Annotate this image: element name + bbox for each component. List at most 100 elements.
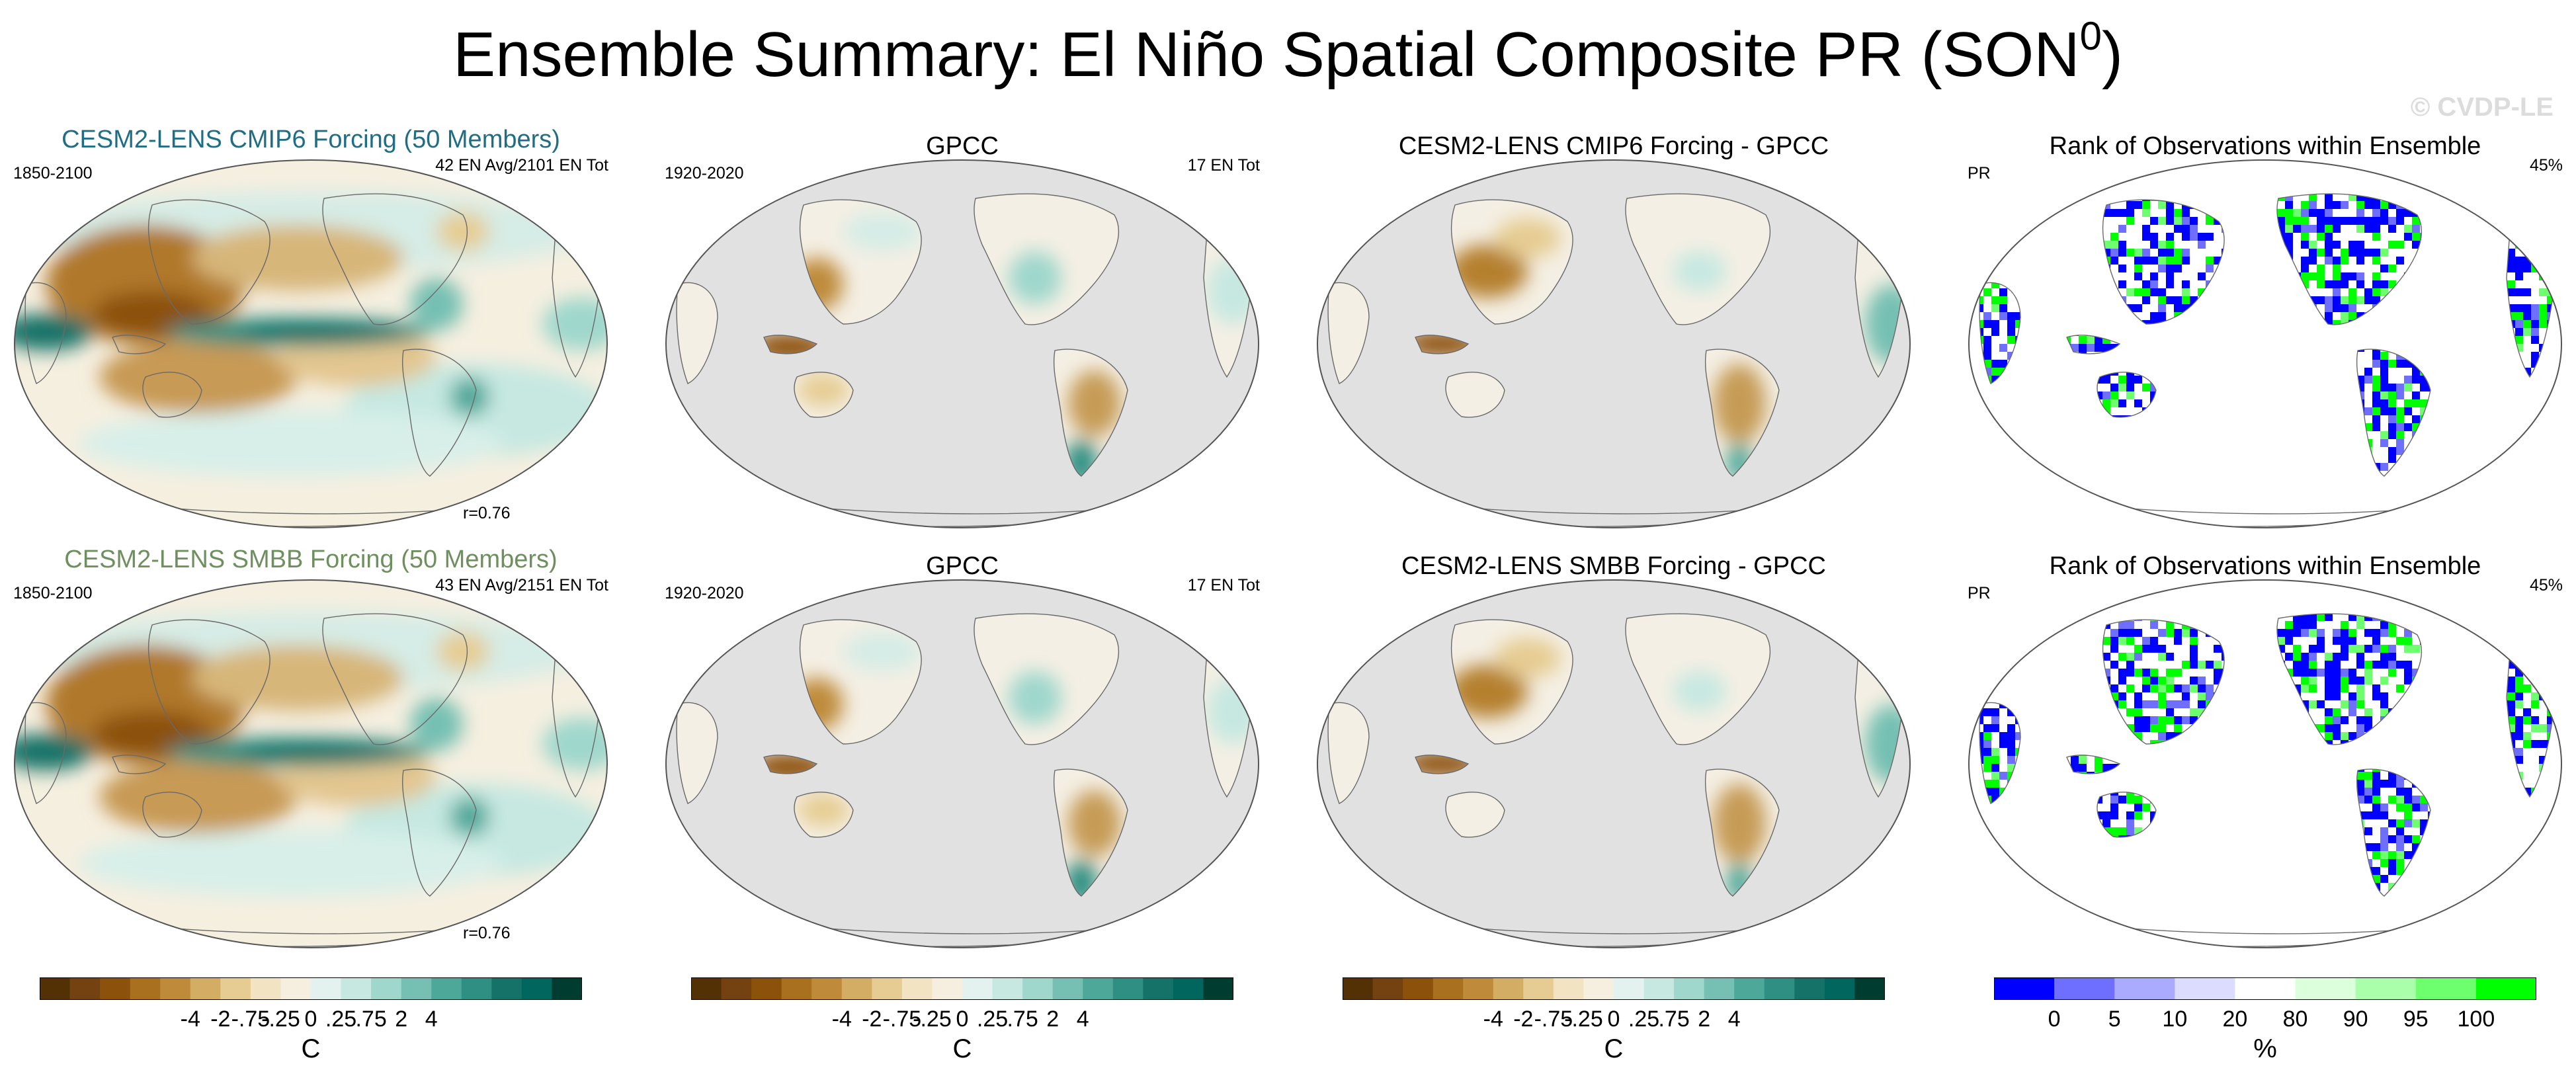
coastline-africa: [676, 282, 718, 384]
colorbar-tick-label: 80: [2282, 1007, 2308, 1032]
coastline-samerica: [1053, 768, 1128, 897]
colorbar-tick-label: -4: [831, 1007, 852, 1032]
colorbar-tick-label: .75: [355, 1007, 387, 1032]
coastline-africa: [1327, 282, 1370, 384]
colorbar-tick-label: -.25: [1564, 1007, 1603, 1032]
colorbar-unit: C: [952, 1034, 972, 1063]
coastline-australia: [794, 372, 854, 418]
colorbar-swatch: [552, 977, 582, 1000]
map-rank-row1: [1968, 159, 2562, 528]
colorbar-swatch: [280, 977, 312, 1000]
map-border: [665, 159, 1259, 528]
colorbar-swatch: [311, 977, 342, 1000]
coastline-namerica: [322, 613, 468, 745]
colorbar-swatch: [1433, 977, 1464, 1000]
colorbar-tick-label: 2: [1698, 1007, 1711, 1032]
colorbar-tick-label: .25: [1628, 1007, 1660, 1032]
colorbar-tick-label: 100: [2457, 1007, 2495, 1032]
watermark: © CVDP-LE: [2410, 93, 2554, 122]
panel-title: CESM2-LENS SMBB Forcing (50 Members): [64, 546, 558, 573]
colorbar-swatch: [521, 977, 552, 1000]
colorbar-tick-label: -.75: [1534, 1007, 1573, 1032]
coastline-samerica: [1053, 349, 1128, 477]
colorbar-swatch: [371, 977, 402, 1000]
colorbar-swatch: [901, 977, 933, 1000]
colorbar-swatch: [1173, 977, 1204, 1000]
coastline-namerica: [1625, 613, 1771, 745]
colorbar-swatch: [1824, 977, 1855, 1000]
colorbar-swatch: [2175, 977, 2235, 1000]
coastline-australia: [2097, 792, 2157, 838]
coastline-samerica: [1704, 768, 1780, 897]
panel-title: CESM2-LENS SMBB Forcing - GPCC: [1401, 552, 1826, 580]
colorbar-swatch: [160, 977, 191, 1000]
panel-count-label: 17 EN Tot: [1187, 576, 1260, 595]
colorbar-swatch: [721, 977, 752, 1000]
coastline-maritime: [763, 755, 818, 774]
map-border: [1968, 579, 2562, 948]
colorbar-swatch: [100, 977, 131, 1000]
coastline-australia: [142, 792, 202, 838]
colorbar-swatch: [781, 977, 812, 1000]
colorbar-swatch: [962, 977, 993, 1000]
panel-count-label: 42 EN Avg/2101 EN Tot: [435, 156, 608, 175]
colorbar-tick-label: 20: [2222, 1007, 2248, 1032]
colorbar-unit: C: [1604, 1034, 1624, 1063]
panel-count-label: 45%: [2529, 576, 2563, 595]
coastline-australia: [142, 372, 202, 418]
coastline-samerica: [2356, 349, 2431, 477]
panel-period-label: 1920-2020: [665, 584, 744, 602]
coastline-asia: [2102, 199, 2225, 325]
colorbar-tick-label: 2: [395, 1007, 408, 1032]
colorbar-swatch: [1083, 977, 1114, 1000]
colorbar-tick-label: -2: [210, 1007, 231, 1032]
colorbar-swatch: [1493, 977, 1524, 1000]
colorbar-tick-label: -2: [862, 1007, 882, 1032]
coastline-samerica: [401, 349, 477, 477]
colorbar-swatch: [461, 977, 492, 1000]
colorbar-tick-label: .75: [1007, 1007, 1038, 1032]
colorbar-tick-label: 10: [2162, 1007, 2188, 1032]
colorbar-tick-label: 0: [956, 1007, 969, 1032]
map-model-row1: [14, 159, 608, 528]
colorbar-swatch: [220, 977, 251, 1000]
coastline-samerica: [2356, 768, 2431, 897]
map-border: [14, 579, 608, 948]
colorbar-swatch: [1674, 977, 1705, 1000]
coastline-africa: [24, 282, 67, 384]
colorbar-unit: %: [2253, 1034, 2277, 1063]
panel-period-label: PR: [1968, 584, 1991, 602]
colorbar-swatch: [2355, 977, 2417, 1000]
colorbar-tick-label: 5: [2108, 1007, 2121, 1032]
colorbar-swatch: [2054, 977, 2115, 1000]
map-model-row2: [14, 579, 608, 948]
colorbar-tick-label: 4: [1076, 1007, 1089, 1032]
coastline-namerica: [2276, 193, 2423, 325]
colorbar-swatch: [872, 977, 903, 1000]
colorbar-2: [691, 977, 1233, 1000]
panel-title: CESM2-LENS CMIP6 Forcing - GPCC: [1398, 132, 1829, 160]
colorbar-swatch: [751, 977, 782, 1000]
colorbar-swatch: [811, 977, 843, 1000]
colorbar-swatch: [1112, 977, 1143, 1000]
colorbar-tick-label: .25: [976, 1007, 1009, 1032]
coastline-africa: [24, 702, 67, 804]
coastline-namerica: [974, 193, 1120, 325]
colorbar-swatch: [1203, 977, 1233, 1000]
map-border: [1317, 159, 1911, 528]
coastline-africa: [1979, 702, 2021, 804]
colorbar-tick-label: -4: [180, 1007, 200, 1032]
panel-count-label: 45%: [2529, 156, 2563, 175]
colorbar-swatch: [40, 977, 71, 1000]
coastline-africa: [676, 702, 718, 804]
coastline-samerica: [401, 768, 477, 897]
coastline-australia: [1445, 792, 1505, 838]
colorbar-tick-label: 90: [2343, 1007, 2368, 1032]
colorbar-tick-label: .25: [325, 1007, 357, 1032]
coastline-australia: [1445, 372, 1505, 418]
colorbar-swatch: [2295, 977, 2356, 1000]
coastline-namerica: [974, 613, 1120, 745]
main-title: Ensemble Summary: El Niño Spatial Compos…: [453, 14, 2123, 90]
colorbar-tick-label: -4: [1483, 1007, 1503, 1032]
panel-period-label: PR: [1968, 164, 1991, 183]
